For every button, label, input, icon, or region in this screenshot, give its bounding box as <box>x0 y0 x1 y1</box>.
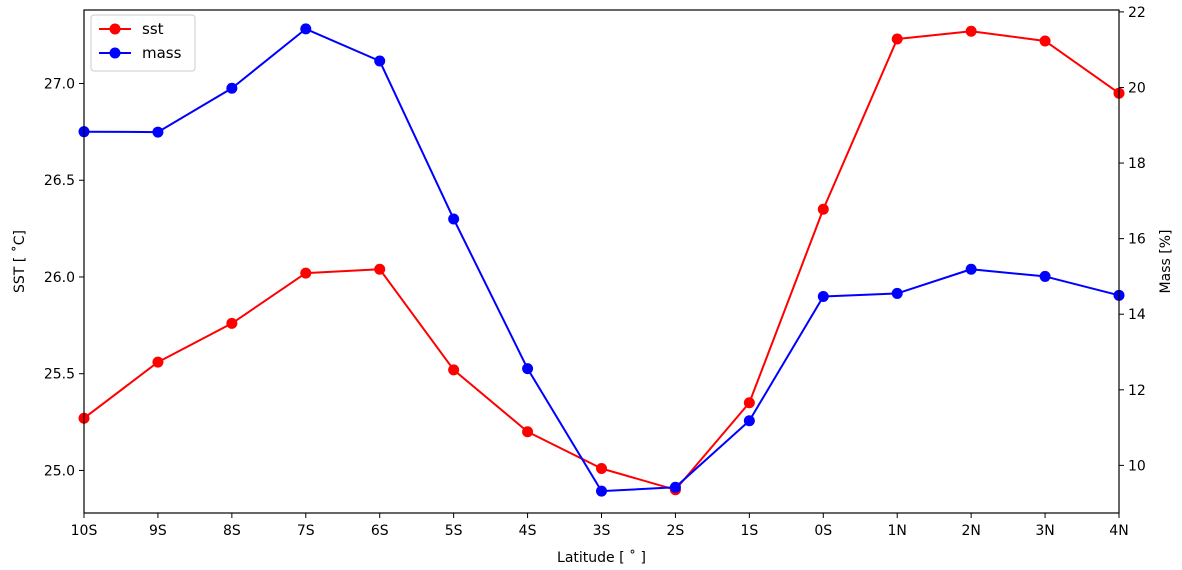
x-axis-label: Latitude [ ˚ ] <box>557 549 646 566</box>
x-tick-label: 9S <box>149 523 167 539</box>
sst-point <box>300 267 312 279</box>
sst-point <box>596 463 607 475</box>
mass-point <box>300 23 312 35</box>
mass-point <box>743 415 755 427</box>
right-y-tick-label: 20 <box>1128 80 1146 96</box>
sst-point <box>743 397 755 409</box>
series-layer <box>78 23 1125 497</box>
sst-series-line <box>83 30 1120 491</box>
mass-point <box>891 287 903 299</box>
sst-point <box>152 356 164 368</box>
sst-point <box>448 364 460 376</box>
mass-point <box>669 481 681 493</box>
x-tick-label: 4S <box>519 523 537 539</box>
right-y-tick-label: 10 <box>1128 458 1146 474</box>
sst-point <box>965 25 977 37</box>
mass-point <box>817 290 829 302</box>
right-y-tick-label: 14 <box>1128 307 1146 323</box>
x-tick-label: 5S <box>445 523 463 539</box>
legend-mass-marker <box>109 47 121 59</box>
x-tick-label: 4N <box>1109 523 1128 539</box>
right-y-tick-label: 22 <box>1128 5 1146 21</box>
legend: sst mass <box>90 14 196 72</box>
mass-point <box>448 213 460 225</box>
sst-point <box>817 203 829 215</box>
sst-point <box>374 263 386 275</box>
x-tick-label: 8S <box>223 523 241 539</box>
x-tick-label: 1S <box>740 523 758 539</box>
mass-point <box>522 363 534 375</box>
right-y-tick-label: 16 <box>1128 232 1146 248</box>
left-y-tick-label: 26.0 <box>44 270 75 286</box>
sst-point <box>1039 35 1051 47</box>
right-y-tick-label: 12 <box>1128 383 1146 399</box>
x-tick-label: 3S <box>593 523 611 539</box>
x-tick-label: 0S <box>814 523 832 539</box>
mass-point <box>965 263 977 275</box>
left-y-tick-label: 25.0 <box>44 463 75 479</box>
left-y-axis-label: SST [ ˚C] <box>11 230 28 293</box>
sst-point <box>226 317 238 329</box>
sst-point <box>522 426 534 438</box>
plot-frame <box>83 9 1120 514</box>
x-tick-label: 10S <box>71 523 98 539</box>
x-tick-label: 2N <box>961 523 980 539</box>
legend-mass-label: mass <box>142 44 182 62</box>
x-tick-label: 6S <box>371 523 389 539</box>
sst-point <box>891 33 903 45</box>
legend-sst-marker <box>109 23 121 35</box>
x-tick-label: 3N <box>1035 523 1054 539</box>
mass-point <box>596 485 607 497</box>
right-y-tick-label: 18 <box>1128 156 1146 172</box>
mass-point <box>226 82 238 94</box>
left-y-tick-label: 26.5 <box>44 173 75 189</box>
mass-series-line <box>83 27 1120 493</box>
left-y-tick-label: 27.0 <box>44 77 75 93</box>
ticks-layer: 10S 9S 8S 7S 6S 5S 4S 3S 2S 1S 0S 1N 2N 3N 4N 25.0 25.5 2… <box>44 5 1146 539</box>
mass-point <box>152 126 164 138</box>
left-y-tick-label: 25.5 <box>44 367 75 383</box>
mass-point <box>1039 270 1051 282</box>
x-tick-label: 7S <box>297 523 315 539</box>
mass-point <box>374 55 386 67</box>
legend-sst-label: sst <box>142 20 164 38</box>
x-tick-label: 1N <box>888 523 907 539</box>
right-y-axis-label: Mass [%] <box>1158 230 1174 294</box>
x-tick-label: 2S <box>667 523 685 539</box>
